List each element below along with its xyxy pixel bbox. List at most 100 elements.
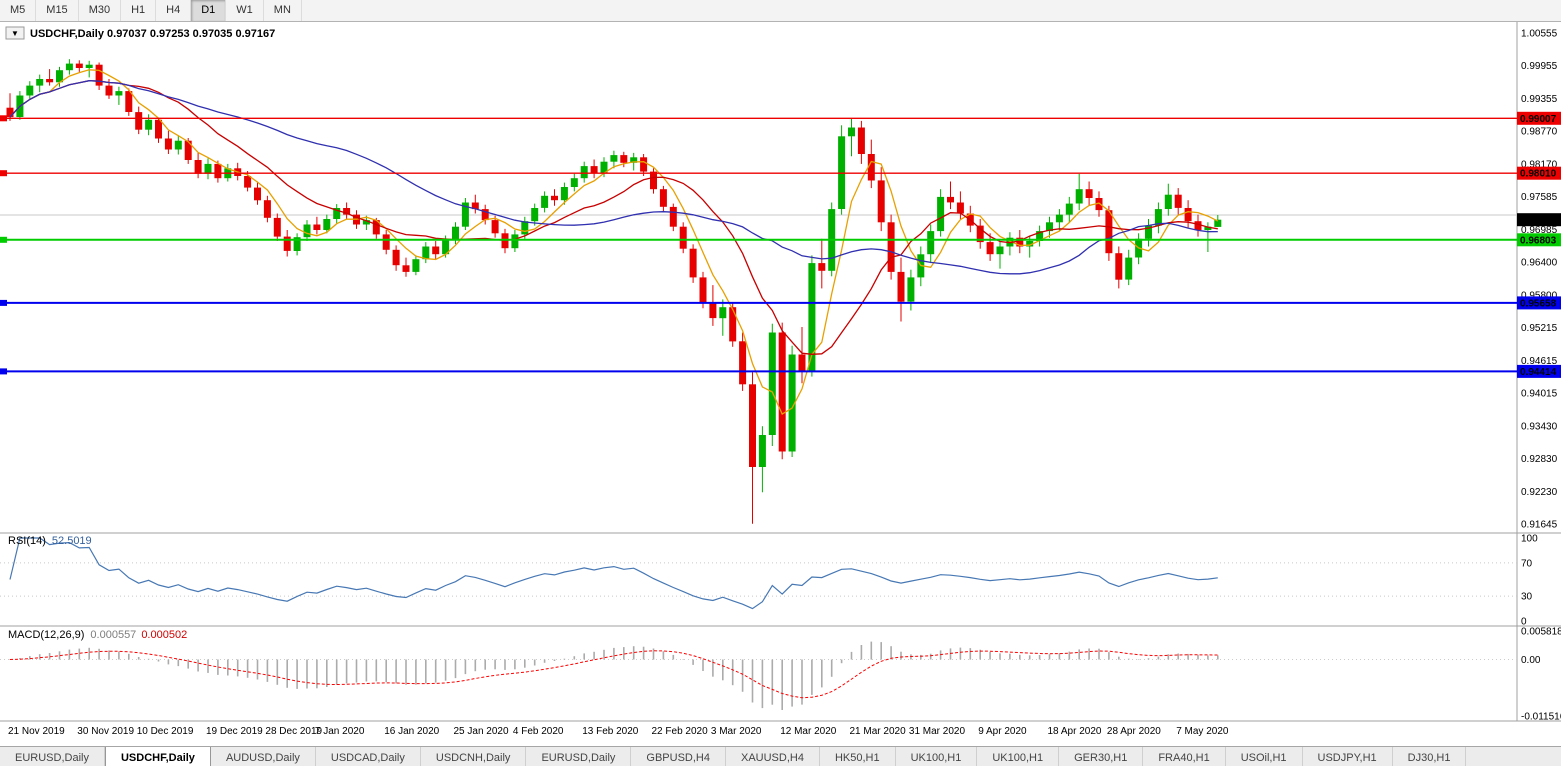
svg-text:25 Jan 2020: 25 Jan 2020 — [454, 726, 509, 737]
expand-button[interactable]: ▼ — [5, 26, 25, 40]
macd-axis[interactable]: 0.005818 0.00 -0.011516 — [1521, 627, 1561, 723]
svg-text:0.00: 0.00 — [1521, 655, 1541, 666]
svg-text:0.99007: 0.99007 — [1520, 114, 1557, 125]
svg-text:10 Dec 2019: 10 Dec 2019 — [137, 726, 194, 737]
svg-text:0.93430: 0.93430 — [1521, 421, 1558, 432]
svg-text:0.92230: 0.92230 — [1521, 487, 1558, 498]
svg-text:4 Feb 2020: 4 Feb 2020 — [513, 726, 564, 737]
svg-text:0.005818: 0.005818 — [1521, 627, 1561, 638]
svg-text:70: 70 — [1521, 558, 1533, 569]
timeframe-button-m15[interactable]: M15 — [36, 0, 79, 21]
time-axis[interactable]: 21 Nov 2019 30 Nov 2019 10 Dec 2019 19 Dec … — [8, 726, 1229, 737]
svg-text:0.94414: 0.94414 — [1520, 367, 1557, 378]
chart-tab[interactable]: USOil,H1 — [1226, 747, 1303, 766]
macd-signal-value: 0.000502 — [141, 629, 187, 641]
chart-tab[interactable]: USDCHF,Daily — [104, 747, 211, 766]
horizontal-levels[interactable] — [0, 115, 1517, 375]
svg-text:13 Feb 2020: 13 Feb 2020 — [582, 726, 639, 737]
svg-text:0.96400: 0.96400 — [1521, 258, 1558, 269]
chart-tab[interactable]: UK100,H1 — [896, 747, 978, 766]
timeframe-button-mn[interactable]: MN — [264, 0, 302, 21]
svg-text:0.98170: 0.98170 — [1521, 159, 1558, 170]
svg-text:7 Jan 2020: 7 Jan 2020 — [315, 726, 365, 737]
chart-tab[interactable]: USDCAD,Daily — [316, 747, 421, 766]
svg-text:12 Mar 2020: 12 Mar 2020 — [780, 726, 837, 737]
svg-text:0: 0 — [1521, 617, 1527, 628]
timeframe-button-h4[interactable]: H4 — [156, 0, 192, 21]
svg-text:19 Dec 2019: 19 Dec 2019 — [206, 726, 263, 737]
ma-slow-line — [9, 80, 1218, 275]
svg-text:0.92830: 0.92830 — [1521, 454, 1558, 465]
rsi-levels — [0, 562, 1517, 597]
rsi-label: RSI(14) 52.5019 — [8, 535, 92, 547]
timeframe-button-m30[interactable]: M30 — [79, 0, 122, 21]
rsi-axis[interactable]: 100 70 30 0 — [1521, 534, 1538, 628]
svg-text:30 Nov 2019: 30 Nov 2019 — [77, 726, 134, 737]
timeframe-button-d1[interactable]: D1 — [191, 0, 227, 21]
timeframe-button-w1[interactable]: W1 — [226, 0, 264, 21]
chart-tab[interactable]: USDCNH,Daily — [421, 747, 527, 766]
candlesticks — [6, 59, 1222, 524]
svg-text:100: 100 — [1521, 534, 1538, 545]
svg-text:0.91645: 0.91645 — [1521, 520, 1558, 531]
panel-dividers — [0, 22, 1561, 722]
chart-tab[interactable]: GBPUSD,H4 — [631, 747, 726, 766]
chart-tab[interactable]: UK100,H1 — [977, 747, 1060, 766]
timeframe-toolbar: M5 M15 M30 H1 H4 D1 W1 MN — [0, 0, 1561, 22]
current-price-tag: 0.97167 — [1517, 213, 1561, 227]
chart-tab[interactable]: EURUSD,Daily — [0, 747, 105, 766]
svg-text:21 Mar 2020: 21 Mar 2020 — [850, 726, 907, 737]
chart-tab[interactable]: GER30,H1 — [1059, 747, 1144, 766]
dropdown-arrow-icon[interactable]: ▼ — [11, 29, 19, 38]
macd-name: MACD(12,26,9) — [8, 629, 84, 641]
svg-text:18 Apr 2020: 18 Apr 2020 — [1048, 726, 1102, 737]
chart-tab[interactable]: DJ30,H1 — [1393, 747, 1467, 766]
chart-tab[interactable]: AUDUSD,Daily — [211, 747, 316, 766]
svg-text:21 Nov 2019: 21 Nov 2019 — [8, 726, 65, 737]
svg-text:0.99955: 0.99955 — [1521, 61, 1558, 72]
svg-text:22 Feb 2020: 22 Feb 2020 — [652, 726, 709, 737]
svg-text:16 Jan 2020: 16 Jan 2020 — [384, 726, 439, 737]
rsi-name: RSI(14) — [8, 535, 46, 547]
chart-canvas[interactable]: 1.00555 0.99955 0.99355 0.98770 0.98170 0.975… — [0, 22, 1561, 746]
chart-dynamic-layers: 1.00555 0.99955 0.99355 0.98770 0.98170 0.975… — [0, 22, 1561, 737]
timeframe-button-h1[interactable]: H1 — [121, 0, 157, 21]
rsi-value: 52.5019 — [52, 535, 92, 547]
svg-text:0.97167: 0.97167 — [1520, 215, 1557, 226]
usdchf-daily-chart[interactable]: 1.00555 0.99955 0.99355 0.98770 0.98170 0.975… — [0, 22, 1561, 741]
macd-main-value: 0.000557 — [90, 629, 136, 641]
price-axis[interactable]: 1.00555 0.99955 0.99355 0.98770 0.98170 0.975… — [1521, 29, 1558, 531]
chart-ohlc-header: USDCHF,Daily 0.97037 0.97253 0.97035 0.9… — [30, 28, 275, 40]
svg-text:0.96985: 0.96985 — [1521, 225, 1558, 236]
svg-text:9 Apr 2020: 9 Apr 2020 — [978, 726, 1027, 737]
svg-text:0.94015: 0.94015 — [1521, 389, 1558, 400]
svg-text:1.00555: 1.00555 — [1521, 29, 1558, 40]
svg-text:31 Mar 2020: 31 Mar 2020 — [909, 726, 966, 737]
svg-text:-0.011516: -0.011516 — [1521, 712, 1561, 723]
svg-text:0.94615: 0.94615 — [1521, 356, 1558, 367]
macd-signal-line — [9, 650, 1218, 699]
chart-tab[interactable]: HK50,H1 — [820, 747, 896, 766]
svg-text:7 May 2020: 7 May 2020 — [1176, 726, 1229, 737]
svg-text:0.95800: 0.95800 — [1521, 290, 1558, 301]
chart-tab-bar: EURUSD,Daily USDCHF,Daily AUDUSD,Daily USDC… — [0, 746, 1561, 766]
ma-mid-line — [9, 80, 1218, 355]
svg-text:0.95658: 0.95658 — [1520, 298, 1557, 309]
svg-text:0.97585: 0.97585 — [1521, 192, 1558, 203]
chart-tab[interactable]: XAUUSD,H4 — [726, 747, 820, 766]
svg-text:0.99355: 0.99355 — [1521, 94, 1558, 105]
rsi-line — [9, 537, 1218, 610]
svg-text:0.95215: 0.95215 — [1521, 323, 1558, 334]
expand-button-box[interactable] — [5, 26, 25, 40]
macd-label: MACD(12,26,9) 0.000557 0.000502 — [8, 629, 187, 641]
macd-histogram — [9, 641, 1219, 710]
chart-tab[interactable]: USDJPY,H1 — [1303, 747, 1393, 766]
timeframe-button-m5[interactable]: M5 — [0, 0, 37, 21]
svg-text:0.98010: 0.98010 — [1520, 169, 1557, 180]
svg-text:0.96803: 0.96803 — [1520, 235, 1557, 246]
chart-tab[interactable]: EURUSD,Daily — [526, 747, 632, 766]
svg-text:30: 30 — [1521, 592, 1533, 603]
chart-tab[interactable]: FRA40,H1 — [1143, 747, 1226, 766]
svg-text:28 Apr 2020: 28 Apr 2020 — [1107, 726, 1161, 737]
svg-text:28 Dec 2019: 28 Dec 2019 — [265, 726, 322, 737]
